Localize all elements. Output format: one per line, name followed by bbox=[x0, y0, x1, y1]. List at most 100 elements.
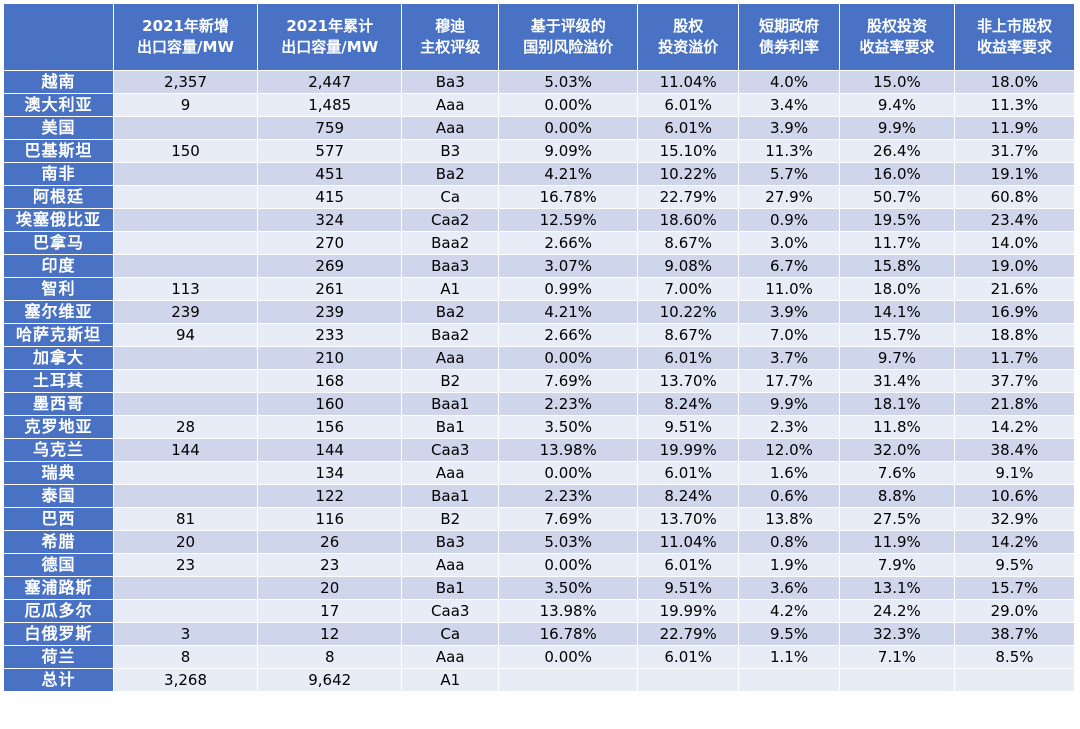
table-row: 乌克兰 144 144 Caa3 13.98% 19.99% 12.0% 32.0% 38.4% bbox=[3, 438, 1076, 462]
cell-country-risk-premium: 0.99% bbox=[498, 277, 639, 301]
cell-equity-premium: 9.51% bbox=[637, 576, 740, 600]
cell-short-term-bond-rate: 0.9% bbox=[738, 208, 840, 232]
cell-short-term-bond-rate: 27.9% bbox=[738, 185, 840, 209]
header-corner bbox=[3, 3, 114, 71]
cell-equity-return: 15.0% bbox=[838, 70, 955, 94]
table-row: 巴基斯坦 150 577 B3 9.09% 15.10% 11.3% 26.4% 31.7% bbox=[3, 139, 1076, 163]
cell-equity-premium: 10.22% bbox=[637, 300, 740, 324]
cell-equity-return: 16.0% bbox=[838, 162, 955, 186]
header-cumulative-capacity: 2021年累计 出口容量/MW bbox=[257, 3, 403, 71]
row-country-label: 白俄罗斯 bbox=[3, 622, 114, 646]
cell-unlisted-equity-return: 11.9% bbox=[953, 116, 1076, 140]
cell-moodys-rating: Ca bbox=[401, 185, 500, 209]
cell-country-risk-premium: 2.23% bbox=[498, 392, 639, 416]
cell-equity-premium: 22.79% bbox=[637, 622, 740, 646]
cell-moodys-rating: Aaa bbox=[401, 553, 500, 577]
header-row: 2021年新增 出口容量/MW 2021年累计 出口容量/MW 穆迪 主权评级 基于评… bbox=[3, 3, 1076, 71]
cell-equity-return: 7.9% bbox=[838, 553, 955, 577]
cell-unlisted-equity-return: 18.0% bbox=[953, 70, 1076, 94]
table-row: 印度 269 Baa3 3.07% 9.08% 6.7% 15.8% 19.0% bbox=[3, 254, 1076, 278]
cell-cumulative-capacity: 8 bbox=[257, 645, 403, 669]
cell-cumulative-capacity: 261 bbox=[257, 277, 403, 301]
cell-short-term-bond-rate: 3.7% bbox=[738, 346, 840, 370]
table-row: 白俄罗斯 3 12 Ca 16.78% 22.79% 9.5% 32.3% 38.7% bbox=[3, 622, 1076, 646]
cell-unlisted-equity-return: 9.1% bbox=[953, 461, 1076, 485]
cell-country-risk-premium: 0.00% bbox=[498, 553, 639, 577]
cell-short-term-bond-rate: 3.9% bbox=[738, 300, 840, 324]
cell-equity-return: 8.8% bbox=[838, 484, 955, 508]
row-country-label: 智利 bbox=[3, 277, 114, 301]
cell-new-capacity: 150 bbox=[112, 139, 259, 163]
cell-short-term-bond-rate: 6.7% bbox=[738, 254, 840, 278]
row-country-label: 南非 bbox=[3, 162, 114, 186]
table-row: 哈萨克斯坦 94 233 Baa2 2.66% 8.67% 7.0% 15.7% 18.8% bbox=[3, 323, 1076, 347]
cell-new-capacity bbox=[112, 185, 259, 209]
cell-new-capacity bbox=[112, 369, 259, 393]
cell-moodys-rating: Baa2 bbox=[401, 231, 500, 255]
cell-country-risk-premium: 2.23% bbox=[498, 484, 639, 508]
country-risk-table: 2021年新增 出口容量/MW 2021年累计 出口容量/MW 穆迪 主权评级 基于评… bbox=[3, 3, 1076, 692]
cell-unlisted-equity-return: 23.4% bbox=[953, 208, 1076, 232]
cell-moodys-rating: Ba2 bbox=[401, 300, 500, 324]
cell-country-risk-premium: 13.98% bbox=[498, 599, 639, 623]
cell-new-capacity: 144 bbox=[112, 438, 259, 462]
cell-equity-return: 15.7% bbox=[838, 323, 955, 347]
cell-new-capacity: 81 bbox=[112, 507, 259, 531]
cell-cumulative-capacity: 270 bbox=[257, 231, 403, 255]
cell-new-capacity: 23 bbox=[112, 553, 259, 577]
cell-new-capacity: 3 bbox=[112, 622, 259, 646]
cell-cumulative-capacity: 233 bbox=[257, 323, 403, 347]
cell-cumulative-capacity: 577 bbox=[257, 139, 403, 163]
cell-equity-premium: 11.04% bbox=[637, 530, 740, 554]
cell-unlisted-equity-return: 38.4% bbox=[953, 438, 1076, 462]
row-country-label: 越南 bbox=[3, 70, 114, 94]
cell-moodys-rating: Aaa bbox=[401, 346, 500, 370]
table-row: 瑞典 134 Aaa 0.00% 6.01% 1.6% 7.6% 9.1% bbox=[3, 461, 1076, 485]
cell-unlisted-equity-return: 21.6% bbox=[953, 277, 1076, 301]
cell-unlisted-equity-return: 14.0% bbox=[953, 231, 1076, 255]
table-row: 越南 2,357 2,447 Ba3 5.03% 11.04% 4.0% 15.0% 18.0% bbox=[3, 70, 1076, 94]
cell-new-capacity bbox=[112, 346, 259, 370]
cell-cumulative-capacity: 160 bbox=[257, 392, 403, 416]
header-unlisted-equity-return: 非上市股权 收益率要求 bbox=[953, 3, 1076, 71]
cell-new-capacity bbox=[112, 208, 259, 232]
total-row: 总计 3,268 9,642 A1 bbox=[3, 668, 1076, 692]
cell-short-term-bond-rate: 3.6% bbox=[738, 576, 840, 600]
cell-unlisted-equity-return: 14.2% bbox=[953, 415, 1076, 439]
cell-equity-premium: 11.04% bbox=[637, 70, 740, 94]
cell-new-capacity: 20 bbox=[112, 530, 259, 554]
cell-short-term-bond-rate: 1.1% bbox=[738, 645, 840, 669]
cell-short-term-bond-rate: 9.9% bbox=[738, 392, 840, 416]
table-row: 泰国 122 Baa1 2.23% 8.24% 0.6% 8.8% 10.6% bbox=[3, 484, 1076, 508]
row-country-label: 哈萨克斯坦 bbox=[3, 323, 114, 347]
cell-cumulative-capacity: 12 bbox=[257, 622, 403, 646]
cell-moodys-rating: Baa2 bbox=[401, 323, 500, 347]
header-equity-return: 股权投资 收益率要求 bbox=[838, 3, 955, 71]
cell-cumulative-capacity: 1,485 bbox=[257, 93, 403, 117]
cell-equity-premium: 15.10% bbox=[637, 139, 740, 163]
row-country-label: 巴拿马 bbox=[3, 231, 114, 255]
table-row: 巴拿马 270 Baa2 2.66% 8.67% 3.0% 11.7% 14.0% bbox=[3, 231, 1076, 255]
row-country-label: 巴基斯坦 bbox=[3, 139, 114, 163]
cell-cumulative-capacity: 23 bbox=[257, 553, 403, 577]
row-country-label: 澳大利亚 bbox=[3, 93, 114, 117]
cell-equity-return: 11.9% bbox=[838, 530, 955, 554]
row-country-label: 克罗地亚 bbox=[3, 415, 114, 439]
cell-new-capacity bbox=[112, 461, 259, 485]
cell-unlisted-equity-return: 31.7% bbox=[953, 139, 1076, 163]
total-cumulative-capacity: 9,642 bbox=[257, 668, 403, 692]
cell-moodys-rating: Baa1 bbox=[401, 484, 500, 508]
cell-unlisted-equity-return: 37.7% bbox=[953, 369, 1076, 393]
cell-equity-premium: 8.24% bbox=[637, 392, 740, 416]
cell-country-risk-premium: 16.78% bbox=[498, 622, 639, 646]
cell-new-capacity bbox=[112, 484, 259, 508]
cell-equity-premium: 9.08% bbox=[637, 254, 740, 278]
total-country-risk-premium bbox=[498, 668, 639, 692]
cell-equity-return: 24.2% bbox=[838, 599, 955, 623]
cell-moodys-rating: Ba2 bbox=[401, 162, 500, 186]
cell-equity-premium: 6.01% bbox=[637, 116, 740, 140]
total-label: 总计 bbox=[3, 668, 114, 692]
cell-equity-premium: 6.01% bbox=[637, 553, 740, 577]
cell-equity-return: 15.8% bbox=[838, 254, 955, 278]
cell-new-capacity bbox=[112, 162, 259, 186]
